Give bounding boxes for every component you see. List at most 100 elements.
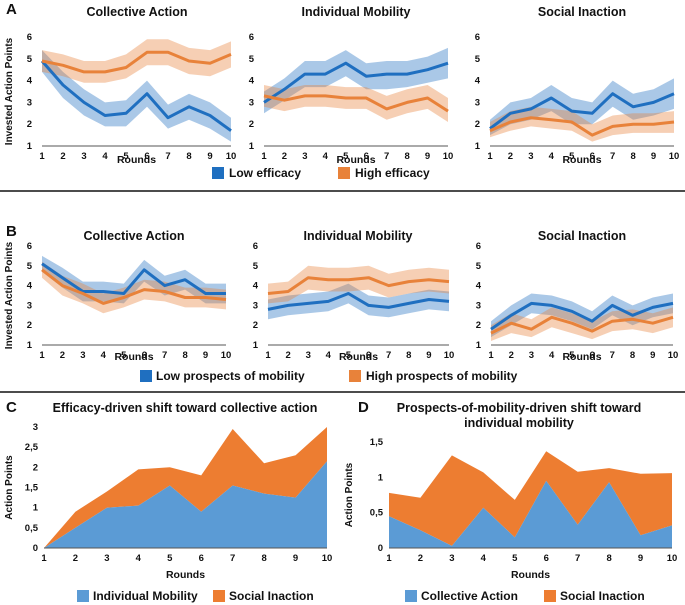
- x-tick-label: 5: [167, 553, 173, 564]
- x-axis-label: Rounds: [562, 154, 601, 166]
- chart-title: Individual Mobility: [303, 229, 412, 243]
- y-tick-label: 2: [249, 119, 254, 130]
- ci-band-blue: [264, 47, 448, 114]
- y-axis-label: Invested Action Points: [4, 241, 15, 349]
- legend-d-s1-swatch: [405, 590, 417, 602]
- y-tick-label: 1: [378, 472, 384, 483]
- x-tick-label: 7: [165, 151, 170, 162]
- x-tick-label: 9: [426, 350, 431, 361]
- legend-b-high-label: High prospects of mobility: [366, 369, 518, 383]
- y-axis-label: Action Points: [344, 462, 355, 527]
- x-tick-label: 10: [226, 151, 237, 162]
- x-tick-label: 1: [488, 350, 494, 361]
- x-tick-label: 9: [207, 151, 212, 162]
- legend-a: Low efficacy High efficacy: [212, 166, 430, 180]
- x-tick-label: 2: [285, 350, 290, 361]
- x-tick-label: 4: [101, 350, 107, 361]
- y-tick-label: 2: [476, 320, 481, 331]
- x-tick-label: 6: [364, 151, 369, 162]
- x-tick-label: 9: [203, 350, 208, 361]
- x-tick-label: 2: [60, 151, 65, 162]
- x-tick-label: 5: [343, 151, 349, 162]
- x-tick-label: 6: [366, 350, 371, 361]
- series-line-orange: [41, 268, 227, 305]
- x-tick-label: 9: [651, 151, 656, 162]
- series-line-blue: [490, 301, 674, 331]
- x-tick-label: 3: [306, 350, 311, 361]
- series-line-orange: [263, 94, 449, 113]
- y-axis-label: Invested Action Points: [4, 37, 15, 145]
- legend-d-s2-label: Social Inaction: [560, 589, 645, 603]
- x-tick-label: 7: [610, 350, 615, 361]
- x-tick-label: 7: [230, 553, 235, 564]
- x-tick-label: 5: [569, 151, 575, 162]
- x-tick-label: 7: [610, 151, 615, 162]
- x-tick-label: 2: [60, 350, 65, 361]
- y-tick-label: 6: [27, 32, 32, 43]
- chart-7: Efficacy-driven shift toward collective …: [4, 401, 332, 581]
- y-tick-label: 2: [27, 119, 32, 130]
- y-tick-label: 1: [33, 503, 39, 514]
- x-tick-label: 1: [41, 553, 47, 564]
- y-tick-label: 3: [27, 300, 32, 311]
- y-tick-label: 4: [249, 76, 255, 87]
- x-tick-label: 2: [73, 553, 78, 564]
- chart-4: Collective Action 1 2 3 4 5 6 7 8 9 10 Rounds 1 2 3 4 5 6…: [4, 229, 231, 363]
- legend-c-s2-swatch: [213, 590, 225, 602]
- y-tick-label: 5: [475, 54, 481, 65]
- y-tick-label: 2,5: [25, 442, 39, 453]
- x-tick-label: 8: [606, 553, 611, 564]
- x-tick-label: 5: [569, 350, 575, 361]
- legend-a-high-swatch: [338, 167, 350, 179]
- x-tick-label: 8: [406, 350, 411, 361]
- legend-c-s2-label: Social Inaction: [229, 589, 314, 603]
- x-tick-label: 4: [549, 350, 555, 361]
- chart-title: Social Inaction: [538, 5, 626, 19]
- y-tick-label: 6: [249, 32, 254, 43]
- y-tick-label: 1: [27, 141, 33, 152]
- legend-b-high-swatch: [349, 370, 361, 382]
- y-tick-label: 4: [475, 76, 481, 87]
- x-tick-label: 1: [386, 553, 392, 564]
- x-tick-label: 9: [425, 151, 430, 162]
- x-tick-label: 4: [481, 553, 487, 564]
- x-tick-label: 2: [282, 151, 287, 162]
- x-tick-label: 4: [102, 151, 108, 162]
- y-tick-label: 3: [27, 97, 32, 108]
- x-axis-label: Rounds: [114, 351, 153, 363]
- x-axis-label: Rounds: [562, 351, 601, 363]
- x-tick-label: 3: [104, 553, 109, 564]
- x-tick-label: 10: [444, 350, 455, 361]
- y-tick-label: 4: [27, 76, 33, 87]
- x-tick-label: 8: [404, 151, 409, 162]
- ci-band-orange: [264, 85, 448, 122]
- x-tick-label: 5: [123, 151, 129, 162]
- chart-title: Social Inaction: [538, 229, 626, 243]
- x-axis-label: Rounds: [511, 569, 550, 581]
- x-tick-label: 10: [443, 151, 454, 162]
- x-tick-label: 6: [144, 151, 149, 162]
- x-tick-label: 5: [121, 350, 127, 361]
- ci-band-orange: [42, 261, 226, 314]
- x-tick-label: 4: [549, 151, 555, 162]
- legend-d-s2-swatch: [544, 590, 556, 602]
- y-tick-label: 1: [249, 141, 255, 152]
- y-tick-label: 6: [27, 241, 32, 252]
- area-series-1: [44, 461, 327, 548]
- x-axis-label: Rounds: [117, 154, 156, 166]
- chart-title: Efficacy-driven shift toward collective …: [53, 401, 318, 415]
- x-tick-label: 3: [80, 350, 85, 361]
- ci-band-blue: [490, 78, 674, 136]
- y-tick-label: 2: [27, 320, 32, 331]
- legend-b-low-swatch: [140, 370, 152, 382]
- x-tick-label: 7: [162, 350, 167, 361]
- x-tick-label: 1: [487, 151, 493, 162]
- area-series-2: [44, 427, 327, 548]
- y-tick-label: 3: [33, 422, 38, 433]
- ci-band-blue: [268, 283, 449, 320]
- x-tick-label: 3: [302, 151, 307, 162]
- x-tick-label: 6: [199, 553, 204, 564]
- y-axis-label: Action Points: [4, 455, 15, 520]
- y-tick-label: 1: [27, 340, 33, 351]
